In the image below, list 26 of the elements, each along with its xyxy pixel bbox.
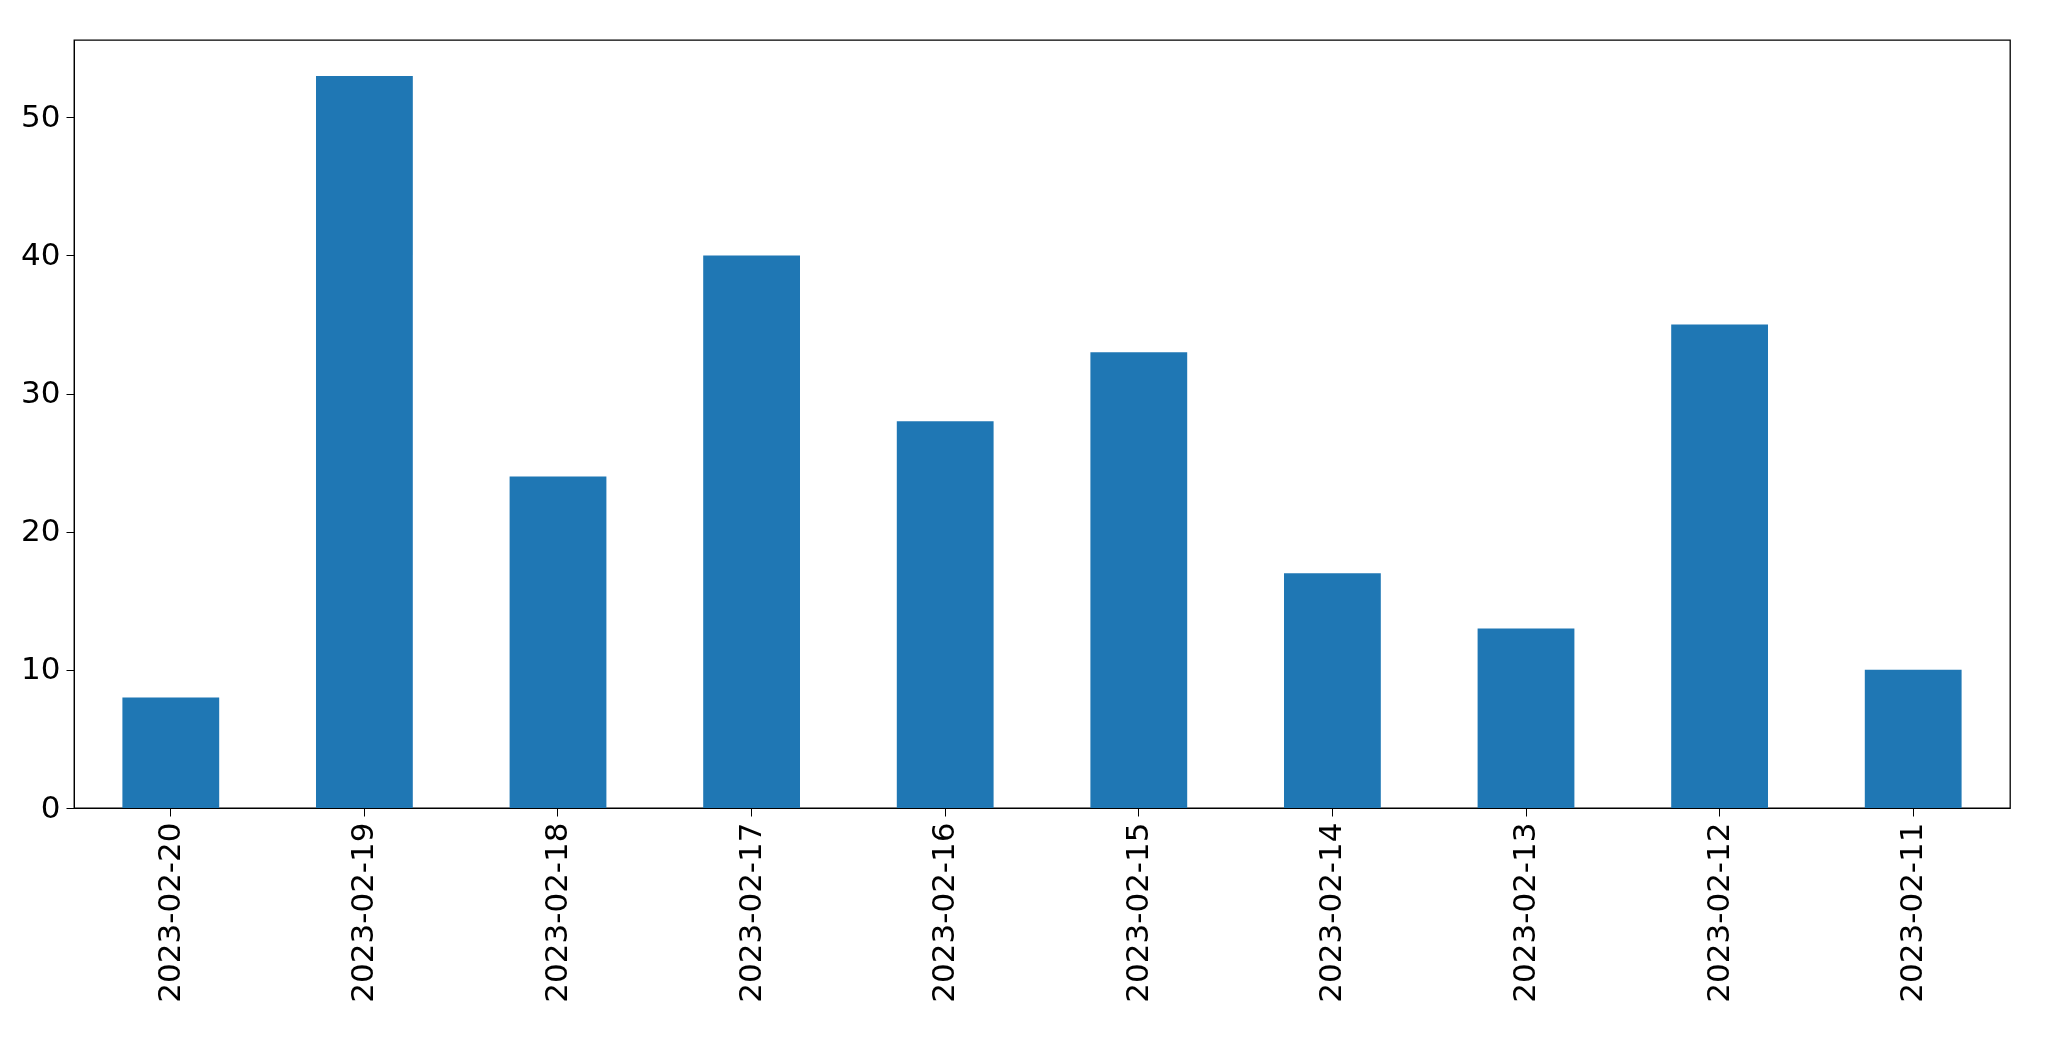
bar bbox=[122, 697, 220, 808]
x-tick-label: 2023-02-16 bbox=[925, 822, 962, 1003]
bar bbox=[1090, 352, 1188, 808]
x-tick-label: 2023-02-14 bbox=[1312, 822, 1349, 1003]
y-tick-label: 30 bbox=[21, 374, 61, 411]
x-tick-label: 2023-02-19 bbox=[344, 822, 381, 1003]
bar bbox=[509, 476, 607, 808]
bar bbox=[316, 75, 413, 808]
x-tick-label: 2023-02-11 bbox=[1893, 822, 1930, 1003]
x-tick-label: 2023-02-13 bbox=[1506, 822, 1542, 1003]
x-tick-label: 2023-02-18 bbox=[538, 822, 574, 1003]
x-tick-label: 2023-02-20 bbox=[150, 822, 187, 1003]
y-tick-label: 20 bbox=[21, 512, 61, 549]
y-tick-label: 50 bbox=[21, 97, 61, 134]
bar bbox=[1477, 628, 1575, 808]
x-tick-label: 2023-02-12 bbox=[1699, 822, 1736, 1003]
bar bbox=[1864, 669, 1962, 808]
x-tick-label: 2023-02-17 bbox=[731, 822, 768, 1003]
y-tick-label: 10 bbox=[21, 650, 61, 687]
bar bbox=[703, 255, 800, 808]
x-tick-label: 2023-02-15 bbox=[1118, 822, 1155, 1003]
y-tick-label: 0 bbox=[40, 788, 61, 825]
bar bbox=[1284, 573, 1381, 808]
bar bbox=[1671, 324, 1768, 808]
bar bbox=[896, 421, 994, 808]
y-tick-label: 40 bbox=[21, 235, 61, 272]
